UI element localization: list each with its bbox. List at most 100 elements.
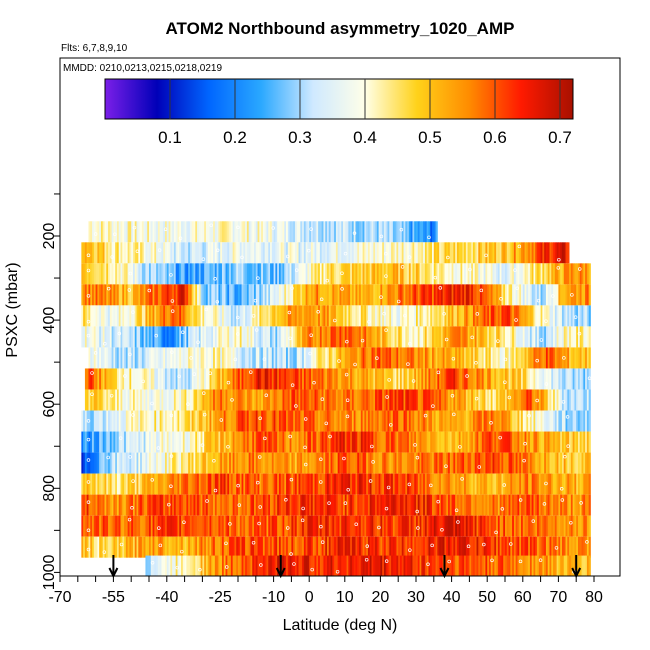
- heatmap-cell: [303, 242, 307, 264]
- heatmap-cell: [261, 368, 264, 390]
- heatmap-cell: [125, 221, 129, 243]
- heatmap-cell: [492, 263, 495, 285]
- heatmap-cell: [159, 326, 162, 348]
- sample-point: [213, 277, 217, 281]
- heatmap-cell: [229, 389, 232, 411]
- sample-point: [551, 294, 555, 298]
- heatmap-cell: [310, 242, 314, 264]
- heatmap-cell: [150, 515, 153, 537]
- heatmap-cell: [218, 452, 221, 474]
- heatmap-cell: [310, 263, 314, 285]
- heatmap-cell: [494, 515, 497, 537]
- heatmap-cell: [316, 221, 319, 243]
- heatmap-cell: [469, 555, 472, 576]
- heatmap-cell: [179, 473, 182, 495]
- heatmap-cell: [328, 305, 331, 327]
- heatmap-cell: [586, 305, 590, 327]
- heatmap-cell: [335, 431, 339, 453]
- heatmap-cell: [503, 284, 506, 306]
- heatmap-cell: [586, 389, 590, 411]
- heatmap-cell: [480, 242, 483, 264]
- heatmap-cell: [238, 536, 241, 558]
- heatmap-cell: [529, 473, 533, 495]
- heatmap-cell: [569, 368, 572, 390]
- sample-point: [308, 351, 312, 356]
- heatmap-cell: [236, 555, 239, 576]
- heatmap-cell: [134, 242, 137, 264]
- heatmap-cell: [328, 326, 331, 348]
- heatmap-cell: [195, 389, 198, 411]
- heatmap-cell: [433, 536, 436, 558]
- heatmap-cell: [387, 515, 390, 537]
- heatmap-cell: [567, 284, 570, 306]
- heatmap-cell: [464, 494, 467, 516]
- heatmap-cell: [143, 242, 146, 264]
- sample-point: [577, 267, 582, 271]
- heatmap-cell: [282, 221, 285, 243]
- heatmap-cell: [341, 431, 344, 453]
- sample-point: [382, 311, 386, 316]
- heatmap-cell: [405, 555, 408, 576]
- heatmap-cell: [417, 473, 420, 495]
- sample-point: [377, 525, 381, 530]
- heatmap-cell: [291, 555, 294, 576]
- heatmap-cell: [113, 389, 116, 411]
- heatmap-cell: [161, 305, 164, 327]
- heatmap-cell: [227, 431, 230, 453]
- heatmap-cell: [460, 431, 463, 453]
- heatmap-cell: [526, 431, 529, 453]
- heatmap-cell: [419, 555, 422, 576]
- heatmap-cell: [337, 221, 340, 243]
- heatmap-cell: [150, 263, 153, 285]
- heatmap-cell: [364, 555, 367, 576]
- heatmap-cell: [294, 431, 298, 453]
- heatmap-cell: [448, 263, 451, 285]
- heatmap-cell: [93, 263, 96, 285]
- heatmap-cell: [182, 389, 185, 411]
- heatmap-cell: [385, 221, 388, 243]
- heatmap-cell: [195, 368, 198, 390]
- heatmap-cell: [531, 326, 534, 348]
- heatmap-cell: [81, 305, 84, 327]
- heatmap-cell: [134, 452, 137, 474]
- heatmap-cell: [540, 515, 543, 537]
- heatmap-cell: [334, 326, 337, 348]
- heatmap-cell: [116, 305, 120, 327]
- heatmap-cell: [122, 452, 125, 474]
- heatmap-cell: [280, 452, 283, 474]
- heatmap-cell: [353, 452, 356, 474]
- heatmap-cell: [426, 452, 429, 474]
- heatmap-cell: [136, 347, 139, 369]
- heatmap-cell: [460, 555, 463, 576]
- heatmap-cell: [120, 494, 123, 516]
- heatmap-cell: [389, 263, 392, 285]
- heatmap-cell: [437, 242, 440, 264]
- sample-point: [324, 421, 329, 426]
- heatmap-cell: [191, 326, 194, 348]
- heatmap-cell: [383, 284, 387, 306]
- heatmap-cell: [143, 452, 146, 474]
- sample-point: [340, 287, 344, 291]
- sample-point: [286, 254, 290, 259]
- heatmap-cell: [490, 515, 493, 537]
- heatmap-cell: [407, 452, 410, 474]
- heatmap-cell: [399, 263, 403, 285]
- sample-point: [309, 227, 313, 231]
- heatmap-cell: [310, 452, 314, 474]
- heatmap-cell: [232, 389, 235, 411]
- heatmap-cell: [577, 284, 581, 306]
- heatmap-cell: [204, 555, 207, 576]
- heatmap-cell: [252, 410, 255, 432]
- heatmap-cell: [439, 431, 442, 453]
- heatmap-cell: [200, 389, 203, 411]
- heatmap-cell: [423, 555, 426, 576]
- heatmap-cell: [166, 536, 169, 558]
- heatmap-cell: [579, 284, 582, 306]
- heatmap-cell: [186, 536, 189, 558]
- heatmap-cell: [266, 473, 269, 495]
- heatmap-cell: [278, 536, 282, 558]
- heatmap-cell: [391, 242, 394, 264]
- heatmap-cell: [302, 305, 305, 327]
- heatmap-cell: [109, 389, 113, 411]
- heatmap-cell: [177, 284, 180, 306]
